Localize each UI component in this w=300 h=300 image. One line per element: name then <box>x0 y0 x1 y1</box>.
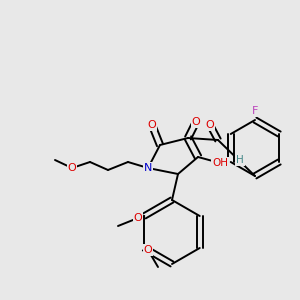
Text: O: O <box>144 245 152 255</box>
Text: O: O <box>68 163 76 173</box>
Text: O: O <box>206 120 214 130</box>
Text: H: H <box>236 155 244 165</box>
Text: O: O <box>192 117 200 127</box>
Text: O: O <box>134 213 142 223</box>
Text: O: O <box>148 120 156 130</box>
Text: N: N <box>144 163 152 173</box>
Text: F: F <box>252 106 258 116</box>
Text: OH: OH <box>212 158 228 168</box>
